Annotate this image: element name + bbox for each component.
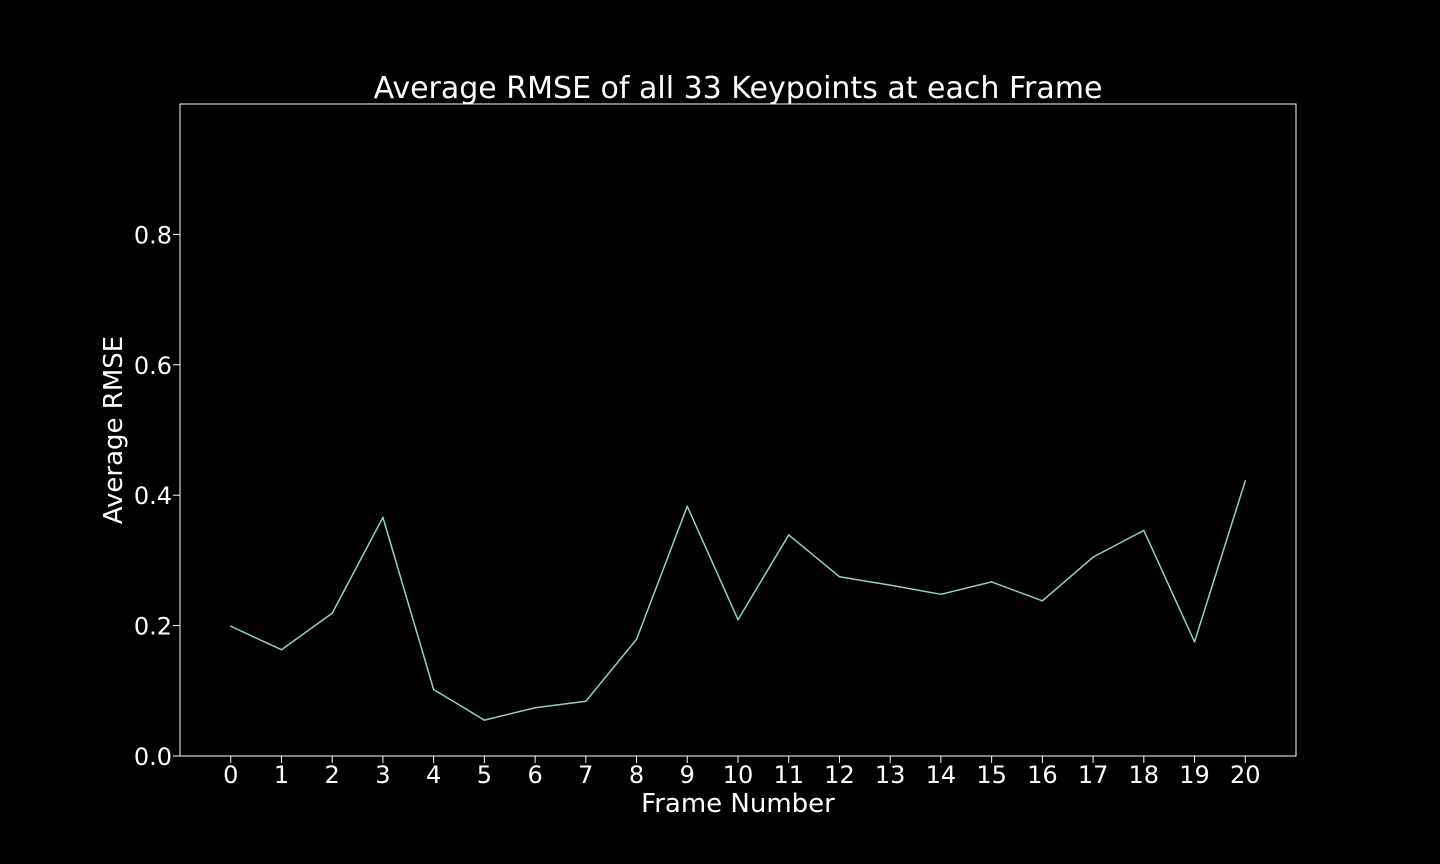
x-tick-label: 10 xyxy=(723,761,754,789)
x-tick-label: 11 xyxy=(773,761,804,789)
data-point xyxy=(585,700,587,703)
x-tick-label: 20 xyxy=(1230,761,1261,789)
data-point xyxy=(940,593,942,596)
data-point xyxy=(686,505,689,508)
data-point xyxy=(838,575,841,578)
data-point xyxy=(280,648,283,651)
data-point xyxy=(1244,480,1247,482)
y-tick-label: 0.4 xyxy=(134,482,172,510)
data-point xyxy=(229,625,232,628)
data-point xyxy=(382,516,384,519)
x-axis-label: Frame Number xyxy=(641,789,835,819)
x-tick-label: 6 xyxy=(527,761,542,789)
plot-area-frame xyxy=(179,103,1297,757)
data-point xyxy=(889,584,891,586)
x-tick-label: 12 xyxy=(824,761,855,789)
data-point xyxy=(1193,641,1196,643)
x-axis-ticks: 0 1 2 3 4 5 6 7 8 9 10 11 12 13 14 15 16 17 18 19 20 xyxy=(223,756,1261,789)
y-tick-label: 0.2 xyxy=(134,613,172,641)
data-point xyxy=(635,638,638,641)
x-tick-label: 7 xyxy=(578,761,593,789)
x-tick-label: 13 xyxy=(875,761,906,789)
data-point xyxy=(331,612,333,615)
series-layer xyxy=(229,480,1247,721)
x-tick-label: 9 xyxy=(680,761,695,789)
y-tick-label: 0.6 xyxy=(134,352,172,380)
data-point xyxy=(432,688,435,691)
x-tick-label: 16 xyxy=(1027,761,1058,789)
x-tick-label: 0 xyxy=(223,761,238,789)
y-axis-ticks: 0.0 0.2 0.4 0.6 0.8 xyxy=(134,221,180,771)
data-point xyxy=(1041,600,1044,602)
data-point xyxy=(787,534,790,536)
data-point xyxy=(1092,556,1094,558)
y-tick-label: 0.8 xyxy=(134,221,172,249)
x-tick-label: 1 xyxy=(274,761,289,789)
y-tick-label: 0.0 xyxy=(134,743,172,771)
x-tick-label: 19 xyxy=(1179,761,1210,789)
data-point xyxy=(1143,529,1145,532)
y-axis-label: Average RMSE xyxy=(99,336,129,524)
x-tick-label: 4 xyxy=(426,761,441,789)
x-tick-label: 18 xyxy=(1129,761,1160,789)
data-point xyxy=(483,719,486,721)
x-tick-label: 17 xyxy=(1078,761,1109,789)
data-point xyxy=(737,618,739,621)
x-tick-label: 3 xyxy=(375,761,390,789)
x-tick-label: 15 xyxy=(976,761,1007,789)
data-point xyxy=(990,581,993,583)
x-tick-label: 14 xyxy=(926,761,957,789)
x-tick-label: 8 xyxy=(629,761,644,789)
chart-title: Average RMSE of all 33 Keypoints at each… xyxy=(374,71,1103,106)
data-point xyxy=(534,706,536,709)
x-tick-label: 5 xyxy=(477,761,492,789)
x-tick-label: 2 xyxy=(325,761,340,789)
